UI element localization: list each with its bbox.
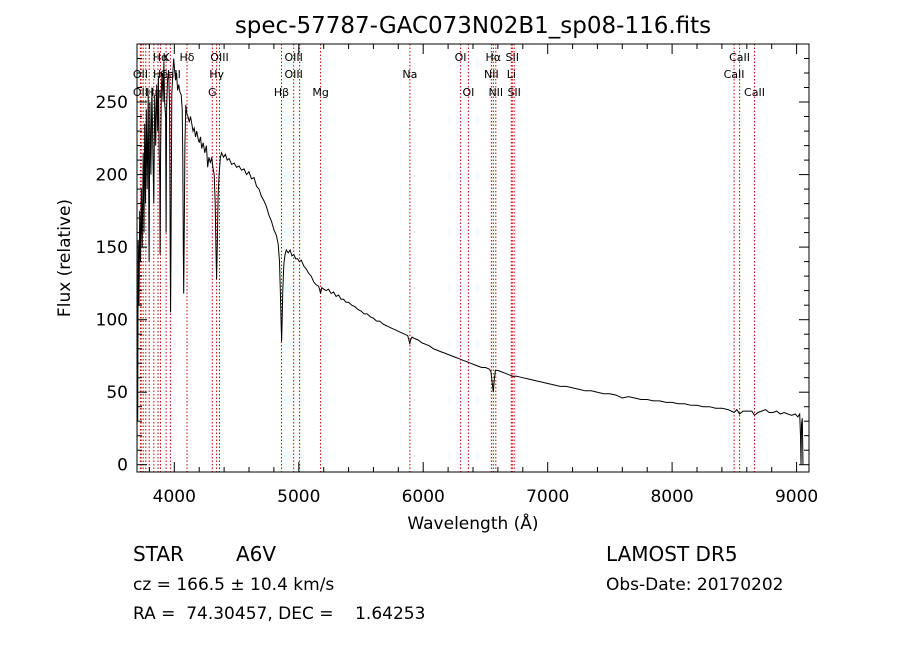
y-tick-label: 100 [96,311,128,331]
spectral-subclass: A6V [236,542,276,566]
line-label: OIII [210,51,228,64]
line-label: CaII [729,51,750,64]
y-axis: 0 50 100 150 200 250 [96,58,809,476]
line-label: Mg [312,86,328,99]
line-label: CaII [744,86,765,99]
line-label: OI [462,86,474,99]
x-axis: 4000 5000 6000 7000 8000 9000 [148,44,818,507]
coordinates: RA = 74.30457, DEC = 1.64253 [133,604,425,624]
line-label: OIII [285,68,303,81]
line-label: OIII [285,51,303,64]
redshift-readout: cz = 166.5 ± 10.4 km/s [133,575,334,595]
line-label: OII [133,68,148,81]
x-tick-label: 6000 [402,487,445,507]
line-label: SII [506,51,519,64]
y-tick-label: 250 [96,93,128,113]
line-label: Hβ [274,86,289,99]
line-label: Hα [486,51,502,64]
line-label: Hη [146,86,161,99]
y-tick-label: 200 [96,166,128,186]
line-label: NII [484,68,499,81]
line-label: OI [455,51,467,64]
plot-frame [136,43,810,473]
line-label: Hα [153,51,169,64]
y-tick-label: 50 [106,383,128,403]
line-label: Na [402,68,417,81]
line-label: G [208,86,217,99]
x-tick-label: 5000 [277,487,320,507]
x-tick-label: 8000 [650,487,693,507]
x-axis-label: Wavelength (Å) [407,512,538,534]
line-label: CaII [724,68,745,81]
line-label: K [162,51,170,64]
line-markers [139,44,755,472]
line-label: Hδ [179,51,194,64]
y-tick-label: 150 [96,238,128,258]
chart-title: spec-57787-GAC073N02B1_sp08-116.fits [235,13,711,39]
line-label: Hγ [209,68,224,81]
line-label: SII [507,86,520,99]
obs-date: Obs-Date: 20170202 [606,575,783,595]
x-tick-label: 9000 [775,487,818,507]
object-type: STAR [133,542,184,566]
x-tick-label: 4000 [153,487,196,507]
line-label: Li [507,68,516,81]
y-tick-label: 0 [117,456,128,476]
spectrum-line [136,58,804,465]
x-tick-label: 7000 [526,487,569,507]
y-axis-label: Flux (relative) [55,199,75,317]
survey-name: LAMOST DR5 [606,542,738,566]
line-label: NII [488,86,503,99]
